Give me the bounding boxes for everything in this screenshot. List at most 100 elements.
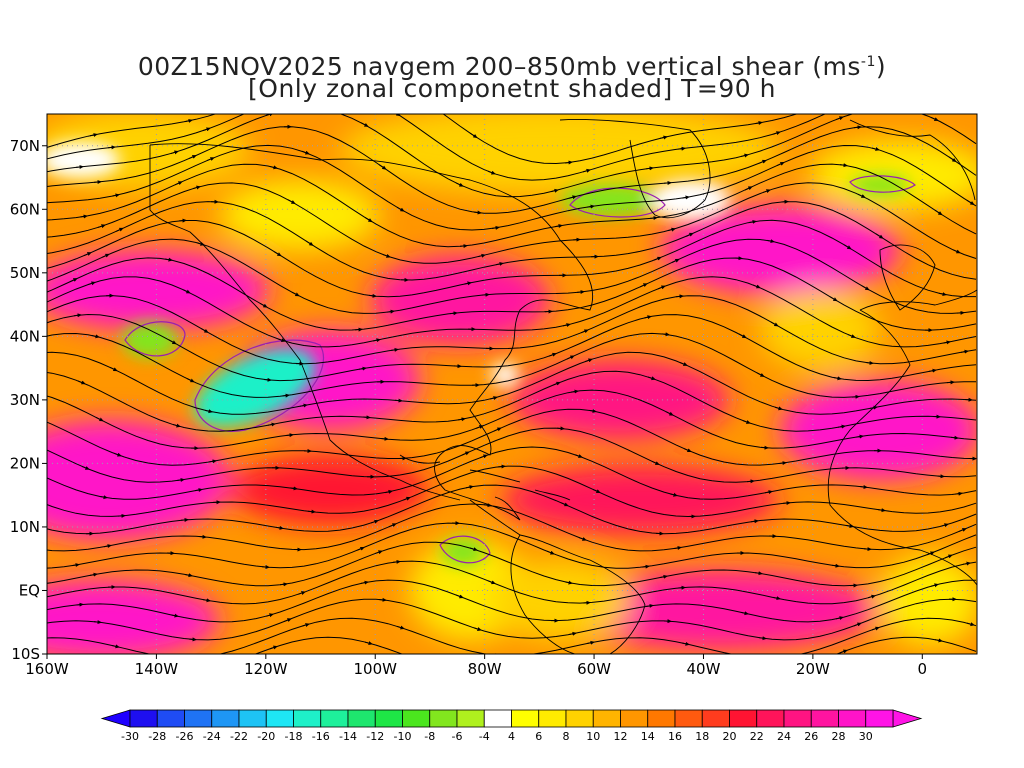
streamline xyxy=(47,313,977,382)
lon-tick-label: 60W xyxy=(577,660,611,678)
lat-tick-label: 50N xyxy=(10,264,40,282)
streamline-arrow xyxy=(305,240,314,246)
streamline-arrow xyxy=(360,580,369,585)
coastlines xyxy=(149,119,977,654)
colorbar-swatch xyxy=(129,709,158,728)
colorbar-under-arrow xyxy=(100,709,131,728)
streamline-arrow xyxy=(758,636,767,641)
streamline-arrow xyxy=(69,278,78,283)
streamline-arrow xyxy=(871,147,880,151)
streamline xyxy=(47,238,977,314)
streamline-arrow xyxy=(95,416,104,422)
streamline-arrow xyxy=(289,486,298,491)
streamline-arrow xyxy=(877,508,886,513)
streamline-arrow xyxy=(639,283,648,288)
streamline-arrow xyxy=(79,214,88,219)
streamline-arrow xyxy=(550,188,559,193)
streamline-arrow xyxy=(756,372,765,377)
lon-tick-label: 80W xyxy=(468,660,502,678)
colorbar-label: -12 xyxy=(366,730,384,743)
colorbar-label: -6 xyxy=(452,730,463,743)
streamline-arrow xyxy=(287,199,296,205)
streamline-arrow xyxy=(952,249,961,254)
streamline-arrow xyxy=(758,159,767,164)
streamline xyxy=(47,617,977,654)
streamline-arrow xyxy=(958,528,967,532)
streamline-arrow xyxy=(865,360,874,365)
streamline-arrow xyxy=(649,215,658,220)
streamline-arrow xyxy=(495,653,500,654)
streamline-arrow xyxy=(113,452,122,457)
colorbar-swatch xyxy=(729,709,758,728)
streamline xyxy=(47,351,977,415)
colorbar-label: -16 xyxy=(312,730,330,743)
streamline-arrow xyxy=(259,302,268,308)
streamline-arrow xyxy=(940,523,949,528)
streamline-arrow xyxy=(384,489,393,494)
streamline-arrow xyxy=(835,616,844,621)
streamline-arrow xyxy=(378,164,387,170)
streamline-arrow xyxy=(283,618,292,623)
colorbar-swatch xyxy=(374,709,403,728)
streamline-arrow xyxy=(740,611,749,616)
streamline-arrow xyxy=(934,209,943,216)
streamline-arrow xyxy=(673,546,682,550)
streamline xyxy=(47,408,977,466)
colorbar-label: 14 xyxy=(641,730,655,743)
zero-contours xyxy=(124,175,916,564)
colorbar-swatch xyxy=(211,709,240,728)
streamline-arrow xyxy=(77,380,86,385)
streamline-arrow xyxy=(202,598,211,603)
streamline-arrow xyxy=(667,227,676,232)
colorbar-swatch xyxy=(565,709,594,728)
streamline-arrow xyxy=(172,423,181,428)
streamline-arrow xyxy=(746,479,755,484)
streamline-arrow xyxy=(372,338,381,343)
streamline-arrow xyxy=(934,638,943,643)
streamline xyxy=(47,484,977,535)
streamline-arrow xyxy=(392,559,401,564)
streamline-arrow xyxy=(928,368,937,373)
streamline-arrow xyxy=(750,519,759,524)
streamline-arrow xyxy=(111,644,120,649)
latitude-axis: 70N 60N 50N 40N 30N 20N 10N EQ 10S xyxy=(10,137,47,663)
lat-tick-label: 10N xyxy=(10,518,40,536)
streamline-arrow xyxy=(592,488,601,493)
streamline-arrow xyxy=(298,92,304,93)
streamline-arrow xyxy=(853,622,862,627)
lon-tick-label: 140W xyxy=(135,660,179,678)
streamline-arrow xyxy=(263,377,272,382)
colorbar-swatch xyxy=(620,709,649,728)
colorbar-label: 10 xyxy=(586,730,600,743)
colorbar-label: 26 xyxy=(804,730,818,743)
streamline-arrow xyxy=(653,256,662,261)
streamline-arrow xyxy=(265,613,274,618)
streamline-arrow xyxy=(368,293,377,298)
streamline-arrow xyxy=(168,339,177,345)
streamline-arrow xyxy=(950,435,959,440)
streamline-arrow xyxy=(483,503,492,508)
streamline-arrow xyxy=(198,534,207,539)
streamline-arrow xyxy=(378,597,387,602)
colorbar-label: -28 xyxy=(148,730,166,743)
colorbar-label: 22 xyxy=(750,730,764,743)
streamline-arrow xyxy=(75,165,84,169)
streamline-arrow xyxy=(857,193,866,198)
colorbar-label: -14 xyxy=(339,730,357,743)
streamline-arrow xyxy=(576,290,585,295)
streamline-arrow xyxy=(356,546,365,551)
streamline-arrow xyxy=(358,366,367,371)
streamline-arrow xyxy=(204,409,213,414)
streamline-arrow xyxy=(275,525,284,530)
streamline-arrow xyxy=(754,121,763,125)
streamlines xyxy=(47,92,977,654)
streamline-arrow xyxy=(683,448,692,453)
lon-tick-label: 160W xyxy=(25,660,69,678)
streamline-arrow xyxy=(103,544,112,549)
colorbar-swatch xyxy=(538,709,567,728)
streamline-arrow xyxy=(459,244,468,249)
colorbar-swatch xyxy=(511,709,540,728)
streamline-arrow xyxy=(938,292,947,296)
colorbar-label: -22 xyxy=(230,730,248,743)
